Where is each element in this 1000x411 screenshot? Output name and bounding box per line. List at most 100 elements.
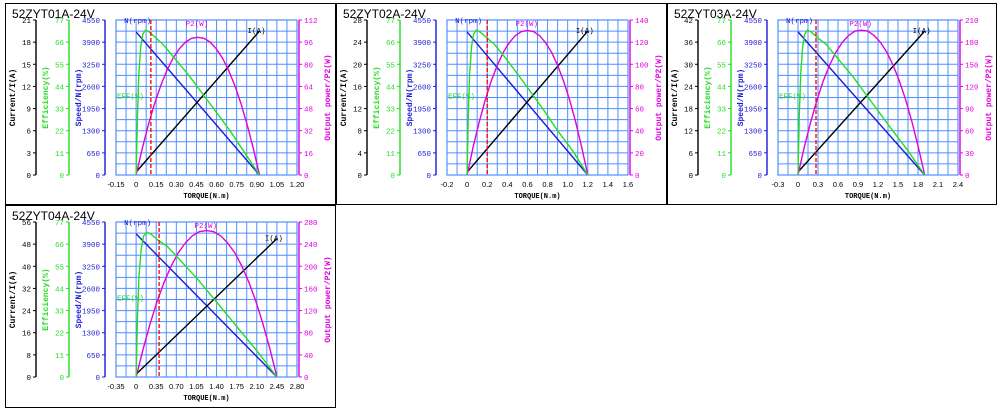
axis-tick-label: 2600: [413, 84, 432, 92]
axis-tick-label: 1300: [82, 129, 101, 137]
power-axis: 0 40 80 120 160 200 240 280 Output power/P2(W): [298, 220, 333, 383]
axis-tick-label: 22: [717, 129, 726, 137]
series-label-power: P2(W): [515, 21, 538, 29]
series-label-efficiency: EFF(%): [117, 93, 144, 101]
axis-tick-label: 6: [26, 129, 31, 137]
axis-tick-label: 22: [55, 129, 64, 137]
x-tick-label: 0.2: [482, 180, 492, 189]
chart-panel-52zyt02a: 52ZYT02A-24V 0 4 8 12 16 20 24 28 Current/I(A) 0 1…: [336, 3, 667, 205]
axis-tick-label: 0: [426, 173, 431, 181]
x-tick-label: 0.30: [169, 180, 184, 189]
series-line-efficiency: [135, 231, 278, 378]
axis-tick-label: 0: [95, 375, 100, 383]
series-line-current: [797, 30, 926, 173]
x-tick-label: 0.45: [189, 180, 204, 189]
current-axis: 0 6 12 18 24 30 36 42 Current/I(A): [671, 18, 699, 181]
chart-svg: 0 4 8 12 16 20 24 28 Current/I(A) 0 11 22 33 44 55 66 77…: [340, 18, 664, 201]
x-tick-label: 2.45: [270, 382, 285, 391]
axis-tick-label: 55: [717, 62, 727, 70]
axis-tick-label: 8: [357, 129, 362, 137]
series-label-power: P2(W): [195, 223, 218, 231]
axis-title: Speed/N(rpm): [75, 69, 84, 127]
axis-tick-label: 0: [59, 173, 64, 181]
x-tick-label: 1.4: [603, 180, 613, 189]
axis-tick-label: 22: [386, 129, 395, 137]
axis-tick-label: 16: [22, 331, 32, 339]
plot-frame: [115, 19, 298, 176]
axis-tick-label: 77: [55, 18, 64, 26]
series-label-current: I(A): [265, 236, 283, 244]
chart-title: 52ZYT01A-24V: [12, 7, 95, 21]
axis-tick-label: 55: [55, 62, 65, 70]
axis-tick-label: 0: [95, 173, 100, 181]
x-tick-label: 2.4: [953, 180, 963, 189]
axis-title: Current/I(A): [340, 69, 349, 127]
axis-tick-label: 80: [304, 331, 314, 339]
axis-tick-label: 40: [22, 264, 32, 272]
axis-tick-label: 56: [22, 220, 32, 228]
x-tick-label: 1.8: [913, 180, 923, 189]
axis-tick-label: 1300: [413, 129, 432, 137]
speed-axis: 0 650 1300 1950 2600 3250 3900 4550 Speed/N(rpm): [406, 18, 437, 181]
axis-tick-label: 1950: [413, 107, 432, 115]
power-axis: 0 20 40 60 80 100 120 140 Output power/P2(W): [629, 18, 664, 181]
x-tick-label: 1.05: [270, 180, 285, 189]
axis-tick-label: 0: [304, 173, 309, 181]
axis-tick-label: 90: [965, 107, 975, 115]
axis-title: Output power/P2(W): [985, 54, 994, 140]
axis-tick-label: 0: [26, 375, 31, 383]
axis-tick-label: 0: [965, 173, 970, 181]
axis-tick-label: 4550: [413, 18, 432, 26]
axis-tick-label: 4550: [744, 18, 763, 26]
axis-title: Efficiency(%): [373, 66, 382, 128]
x-tick-label: 1.5: [893, 180, 903, 189]
series-label-current: I(A): [247, 28, 265, 36]
x-tick-label: 1.6: [623, 180, 633, 189]
series-line-efficiency: [135, 29, 261, 176]
chart-title: 52ZYT03A-24V: [674, 7, 757, 21]
x-tick-label: 2.10: [249, 382, 264, 391]
plot-frame: [115, 221, 298, 378]
chart-panel-52zyt03a: 52ZYT03A-24V 0 6 12 18 24 30 36 42 Current/I(A) 0…: [667, 3, 997, 205]
series-line-speed: [797, 31, 926, 176]
axis-tick-label: 33: [386, 107, 396, 115]
x-tick-label: -0.15: [107, 180, 124, 189]
plot-grid: [115, 19, 298, 176]
axis-tick-label: 3900: [82, 40, 101, 48]
x-tick-label: 0: [796, 180, 800, 189]
x-tick-label: 1.20: [290, 180, 305, 189]
x-tick-label: 0.70: [169, 382, 184, 391]
axis-tick-label: 77: [55, 220, 64, 228]
axis-tick-label: 4550: [82, 18, 101, 26]
axis-tick-label: 1950: [82, 309, 101, 317]
series-label-speed: N(rpm): [124, 220, 151, 228]
axis-tick-label: 66: [386, 40, 396, 48]
series-label-power: P2(W): [186, 21, 209, 29]
axis-tick-label: 30: [684, 62, 694, 70]
axis-tick-label: 33: [55, 309, 65, 317]
axis-tick-label: 11: [386, 151, 396, 159]
axis-tick-label: 36: [684, 40, 694, 48]
axis-tick-label: 3900: [82, 242, 101, 250]
axis-tick-label: 4550: [82, 220, 101, 228]
efficiency-axis: 0 11 22 33 44 55 66 77 Efficiency(%): [42, 18, 70, 181]
axis-tick-label: 3250: [413, 62, 432, 70]
axis-tick-label: 0: [59, 375, 64, 383]
x-tick-label: 0.60: [209, 180, 224, 189]
x-axis: -0.3 0 0.3 0.6 0.9 1.2 1.5 1.8 2.1 2.4 TORQUE(N.m): [772, 180, 964, 201]
series-label-current: I(A): [576, 28, 594, 36]
axis-tick-label: 40: [304, 353, 314, 361]
plot-frame: [446, 19, 629, 176]
x-tick-label: 1.2: [873, 180, 883, 189]
axis-tick-label: 16: [304, 151, 314, 159]
x-tick-label: 0.15: [149, 180, 164, 189]
x-axis: -0.15 0 0.15 0.30 0.45 0.60 0.75 0.90 1.05 1.20 TO…: [107, 180, 304, 201]
series-line-efficiency: [466, 29, 589, 176]
axis-tick-label: 9: [26, 107, 31, 115]
axis-title: Efficiency(%): [42, 66, 51, 128]
axis-tick-label: 100: [635, 62, 649, 70]
axis-tick-label: 30: [965, 151, 975, 159]
axis-tick-label: 55: [386, 62, 396, 70]
axis-tick-label: 24: [684, 84, 694, 92]
power-axis: 0 30 60 90 120 150 180 210 Output power/P2(W): [959, 18, 994, 181]
